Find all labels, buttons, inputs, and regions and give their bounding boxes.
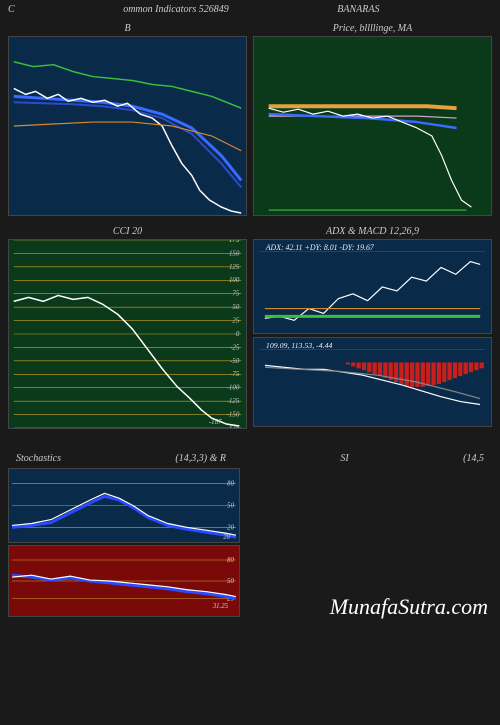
svg-text:80: 80 <box>227 557 234 564</box>
panel-b <box>8 36 247 216</box>
stoch-t3: SI <box>340 453 348 464</box>
panel-price-wrap: Price, bllllinge, MA <box>253 19 492 216</box>
panel-price <box>253 36 492 216</box>
panel-b-svg <box>9 37 246 215</box>
panel-adx-title: ADX & MACD 12,26,9 <box>253 226 492 237</box>
row-1: B Price, bllllinge, MA <box>0 19 500 216</box>
panel-cci-svg: -175-150-125-100-75-50-25025507510012515… <box>9 240 246 428</box>
panel-adx-lower-svg: 109.09, 113.53, -4.44 <box>254 338 491 426</box>
stoch-t4: (14,5 <box>463 453 484 464</box>
panel-adx-wrap: ADX & MACD 12,26,9 ADX: 42.11 +DY: 8.01 … <box>253 222 492 429</box>
panel-cci-wrap: CCI 20 -175-150-125-100-75-50-2502550751… <box>8 222 247 429</box>
svg-text:-50: -50 <box>230 358 240 365</box>
svg-text:80: 80 <box>227 481 234 488</box>
panel-stoch-col: 20508028 25508031.25 <box>8 468 240 617</box>
svg-text:150: 150 <box>229 250 240 257</box>
svg-text:50: 50 <box>232 304 239 311</box>
panel-stoch-upper-svg: 20 50 80 28 <box>9 469 239 542</box>
svg-text:0: 0 <box>236 331 240 338</box>
svg-text:100: 100 <box>229 277 240 284</box>
panel-price-svg <box>254 37 491 215</box>
panel-adx-upper: ADX: 42.11 +DY: 8.01 -DY: 19.67 <box>253 239 492 334</box>
hdr-left: C <box>8 4 15 15</box>
panel-adx-lower: 109.09, 113.53, -4.44 <box>253 337 492 427</box>
panel-stoch-lower: 25508031.25 <box>8 545 240 617</box>
svg-text:75: 75 <box>232 291 239 298</box>
panel-b-title: B <box>8 23 247 34</box>
svg-text:-150: -150 <box>227 412 240 419</box>
svg-text:175: 175 <box>229 240 240 244</box>
panel-cci: -175-150-125-100-75-50-25025507510012515… <box>8 239 247 429</box>
svg-text:ADX: 42.11 +DY: 8.01 -DY: 19.6: ADX: 42.11 +DY: 8.01 -DY: 19.67 <box>265 243 375 252</box>
panel-adx-upper-svg: ADX: 42.11 +DY: 8.01 -DY: 19.67 <box>254 240 491 333</box>
panel-stoch-lower-svg: 25508031.25 <box>9 546 239 616</box>
svg-text:50: 50 <box>227 502 234 509</box>
panel-cci-title: CCI 20 <box>8 226 247 237</box>
stoch-t2: (14,3,3) & R <box>175 453 226 464</box>
svg-text:109.09, 113.53, -4.44: 109.09, 113.53, -4.44 <box>266 341 333 350</box>
hdr-pad <box>488 4 492 15</box>
panel-stoch-upper: 20 50 80 28 <box>8 468 240 543</box>
svg-text:-187: -187 <box>209 419 222 426</box>
row-2: CCI 20 -175-150-125-100-75-50-2502550751… <box>0 222 500 429</box>
svg-text:50: 50 <box>227 578 234 585</box>
svg-text:125: 125 <box>229 264 240 271</box>
svg-text:-25: -25 <box>230 344 240 351</box>
hdr-center: ommon Indicators 526849 <box>123 4 229 15</box>
svg-text:31.25: 31.25 <box>212 603 229 610</box>
hdr-right: BANARAS <box>337 4 379 15</box>
panel-b-wrap: B <box>8 19 247 216</box>
row-3-titles: Stochastics (14,3,3) & R SI (14,5 <box>0 453 500 464</box>
svg-text:25: 25 <box>232 318 239 325</box>
svg-text:20: 20 <box>227 524 234 531</box>
svg-text:-125: -125 <box>227 398 240 405</box>
header-bar: C ommon Indicators 526849 BANARAS <box>0 0 500 19</box>
watermark: MunafaSutra.com <box>330 594 488 620</box>
svg-text:28: 28 <box>223 534 230 541</box>
stoch-t1: Stochastics <box>16 453 61 464</box>
svg-text:-75: -75 <box>230 371 240 378</box>
svg-text:-100: -100 <box>227 385 240 392</box>
panel-price-title: Price, bllllinge, MA <box>253 23 492 34</box>
